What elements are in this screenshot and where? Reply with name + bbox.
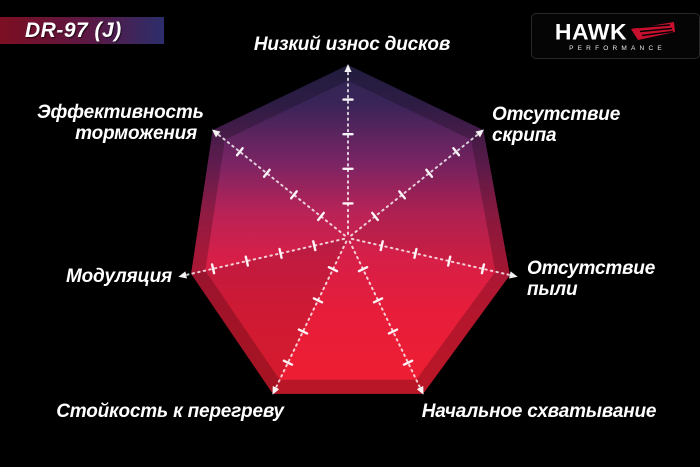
axis-label-low-disc-wear: Низкий износ дисков (253, 34, 451, 55)
brand-name: HAWK (554, 19, 628, 45)
axis-label-fade-resistance: Стойкость к перегреву (56, 401, 284, 422)
hawk-wing-icon (631, 22, 676, 40)
brand-logo: HAWK PERFORMANCE (531, 13, 700, 59)
axis-label-braking-efficiency: Эффективность торможения (37, 102, 204, 144)
radar-axes (178, 64, 518, 395)
axis-label-modulation: Модуляция (65, 266, 172, 287)
radar-polygon (191, 65, 510, 394)
axis-label-no-dust: Отсутствие пыли (527, 258, 656, 300)
axis-label-initial-bite: Начальное схватывание (421, 401, 657, 422)
product-badge: DR-97 (J) (0, 17, 164, 44)
axis-label-no-squeal: Отсутствие скрипа (492, 104, 621, 146)
brand-subtitle: PERFORMANCE (569, 45, 666, 52)
product-badge-label: DR-97 (J) (25, 18, 122, 42)
